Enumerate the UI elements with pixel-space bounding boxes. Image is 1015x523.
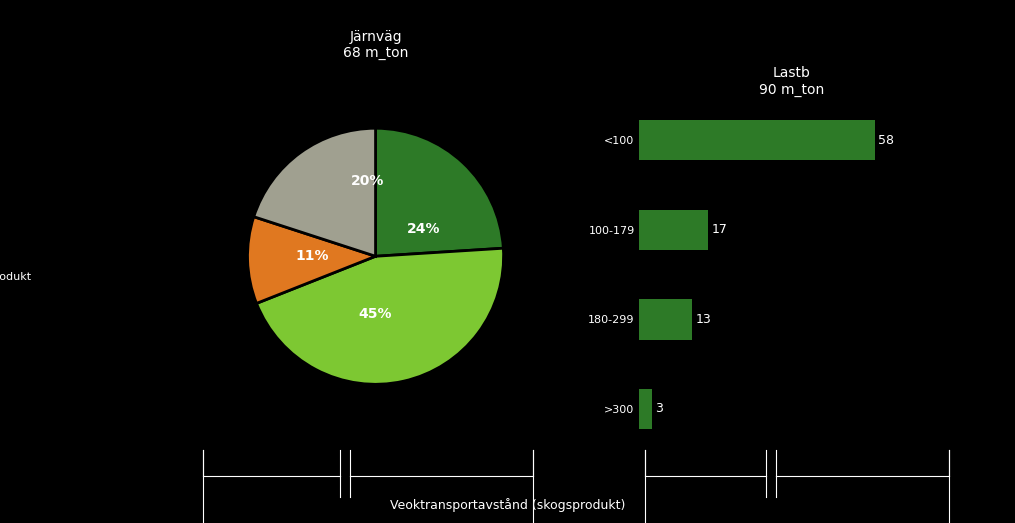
Text: 13: 13 <box>695 313 712 326</box>
Text: 45%: 45% <box>358 306 393 321</box>
Wedge shape <box>376 128 503 256</box>
Text: 58: 58 <box>878 134 894 147</box>
Title: Lastb
90 m_ton: Lastb 90 m_ton <box>759 66 824 97</box>
Wedge shape <box>248 217 376 303</box>
Text: 17: 17 <box>712 223 728 236</box>
Text: 3: 3 <box>655 402 663 415</box>
Wedge shape <box>257 248 503 384</box>
Bar <box>639 299 692 339</box>
Title: Järnväg
68 m_ton: Järnväg 68 m_ton <box>343 30 408 60</box>
Text: 11%: 11% <box>295 249 329 263</box>
Bar <box>639 389 652 429</box>
Text: 24%: 24% <box>407 222 441 236</box>
Text: Veoktransportavstånd (skogsprodukt): Veoktransportavstånd (skogsprodukt) <box>390 498 625 511</box>
Bar <box>639 120 875 161</box>
Bar <box>639 210 708 250</box>
Legend: Skogsprodukt, Järnväg, Volvo, Övrigt: Skogsprodukt, Järnväg, Volvo, Övrigt <box>0 271 30 332</box>
Wedge shape <box>254 128 376 256</box>
Text: 20%: 20% <box>351 174 385 188</box>
